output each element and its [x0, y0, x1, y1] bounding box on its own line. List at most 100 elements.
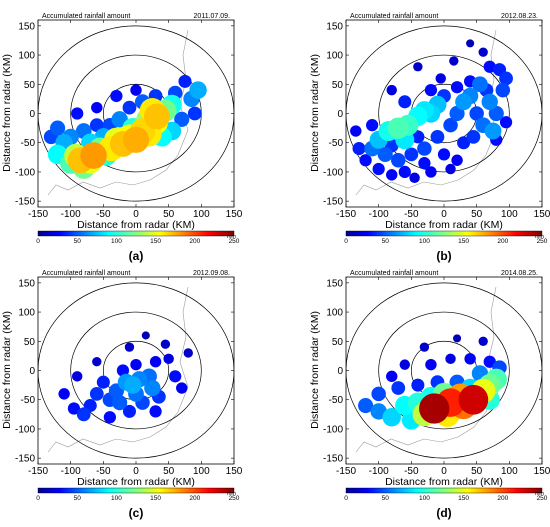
plot-area: -150 -100 -50 0 50 100 150 -150 -100 -50 0 50 100 150 — [323, 276, 550, 477]
colorbar-tick-label: 150 — [458, 495, 469, 502]
panel-header-title: Accumulated rainfall amount — [42, 270, 130, 277]
colorbar-tick-label: 0 — [36, 238, 40, 245]
colorbar-tick-label: 150 — [150, 495, 161, 502]
x-tick-label: 100 — [193, 466, 210, 477]
rain-gauge-point — [419, 393, 450, 424]
rain-gauge-point — [358, 397, 374, 414]
rain-gauge-point — [149, 405, 162, 418]
panel-a: Accumulated rainfall amount 2011.07.09. … — [1, 13, 243, 263]
y-axis-title: Distance from radar (KM) — [309, 54, 321, 172]
x-tick-label: -50 — [96, 209, 111, 220]
rain-gauge-point — [366, 119, 379, 132]
y-tick-label: -50 — [329, 395, 344, 406]
y-tick-label: -150 — [323, 454, 343, 465]
rain-gauge-point — [58, 388, 70, 400]
rain-gauge-point — [187, 106, 202, 121]
colorbar-tick-label: 50 — [74, 495, 82, 502]
plot-content — [38, 25, 234, 202]
y-tick-label: -50 — [21, 138, 36, 149]
rain-gauge-point — [183, 348, 193, 358]
plot-area: -150 -100 -50 0 50 100 150 -150 -100 -50 0 50 100 150 — [15, 19, 243, 220]
rain-gauge-point — [425, 166, 437, 178]
y-tick-label: 150 — [18, 278, 35, 289]
x-tick-label: 100 — [501, 209, 518, 220]
x-tick-label: 150 — [226, 209, 243, 220]
colorbar-tick-label: 200 — [497, 495, 508, 502]
rain-gauge-point — [469, 106, 484, 121]
colorbar-unit: mm — [535, 491, 545, 497]
plot-background — [38, 277, 234, 464]
colorbar-tick-label: 100 — [419, 495, 430, 502]
rain-gauge-point — [377, 146, 393, 162]
panel-label: (a) — [129, 249, 144, 263]
colorbar-tick-label: 0 — [344, 238, 348, 245]
rain-gauge-point — [399, 359, 411, 370]
range-ring — [378, 54, 510, 173]
y-tick-label: 50 — [24, 337, 36, 348]
rain-gauge-point — [372, 162, 385, 176]
plot-content — [346, 282, 542, 459]
rain-gauge-point — [71, 371, 83, 382]
rain-gauge-point — [122, 126, 150, 153]
colorbar-tick-label: 0 — [344, 495, 348, 502]
rain-gauge-point — [425, 358, 437, 371]
rain-gauge-point — [103, 411, 116, 424]
plot-content — [346, 25, 542, 202]
rain-gauge-point — [455, 93, 473, 111]
colorbar-unit: mm — [227, 491, 237, 497]
colorbar-tick-label: 50 — [382, 495, 390, 502]
x-tick-label: 150 — [226, 466, 243, 477]
y-tick-label: 100 — [326, 51, 343, 62]
x-tick-label: -100 — [369, 466, 389, 477]
panel-header-title: Accumulated rainfall amount — [42, 13, 130, 20]
x-axis-title: Distance from radar (KM) — [77, 219, 195, 231]
y-tick-label: 100 — [326, 308, 343, 319]
colorbar-tick-label: 200 — [189, 238, 200, 245]
rain-gauge-point — [350, 125, 362, 137]
rain-gauge-point — [386, 169, 398, 181]
rain-gauge-point — [398, 165, 411, 179]
panel-b: Accumulated rainfall amount 2012.08.23. … — [309, 13, 550, 263]
rain-gauge-point — [110, 89, 123, 103]
x-tick-label: 50 — [471, 466, 483, 477]
rain-gauge-point — [116, 364, 130, 377]
rain-gauge-point — [391, 381, 406, 395]
panel-header-title: Accumulated rainfall amount — [350, 13, 438, 20]
y-tick-label: -50 — [329, 138, 344, 149]
coastline — [47, 286, 189, 453]
y-tick-label: 150 — [326, 278, 343, 289]
x-tick-label: -150 — [336, 209, 356, 220]
rain-gauge-point — [50, 120, 66, 136]
colorbar-tick-label: 50 — [382, 238, 390, 245]
rain-gauge-point — [163, 353, 174, 365]
rain-gauge-point — [352, 142, 366, 156]
x-tick-label: 0 — [441, 466, 447, 477]
colorbar-gradient — [37, 230, 235, 237]
range-ring — [38, 282, 234, 459]
y-tick-label: 0 — [337, 109, 343, 120]
rain-gauge-point — [451, 154, 463, 166]
range-ring — [346, 25, 542, 202]
rain-gauge-point — [169, 370, 182, 383]
colorbar-gradient — [345, 487, 543, 494]
range-ring — [378, 311, 510, 430]
panel-header-date: 2012.08.23. — [501, 13, 538, 20]
rain-gauge-point — [488, 105, 504, 122]
colorbar-tick-label: 150 — [150, 238, 161, 245]
panel-label: (d) — [436, 506, 451, 520]
panel-label: (b) — [436, 249, 451, 263]
rain-gauge-point — [495, 82, 511, 98]
rain-gauge-point — [466, 39, 475, 48]
rain-gauge-point — [141, 331, 150, 340]
rain-gauge-point — [466, 129, 481, 144]
panel-label: (c) — [129, 506, 144, 520]
x-tick-label: 50 — [471, 209, 483, 220]
rain-gauge-point — [89, 386, 104, 401]
colorbar-tick-label: 50 — [74, 238, 82, 245]
rain-gauge-point — [411, 130, 425, 144]
rain-gauge-point — [124, 342, 135, 352]
panel-c: Accumulated rainfall amount 2012.09.08. … — [1, 270, 243, 520]
rain-gauge-point — [149, 356, 162, 368]
colorbar-gradient — [37, 487, 235, 494]
